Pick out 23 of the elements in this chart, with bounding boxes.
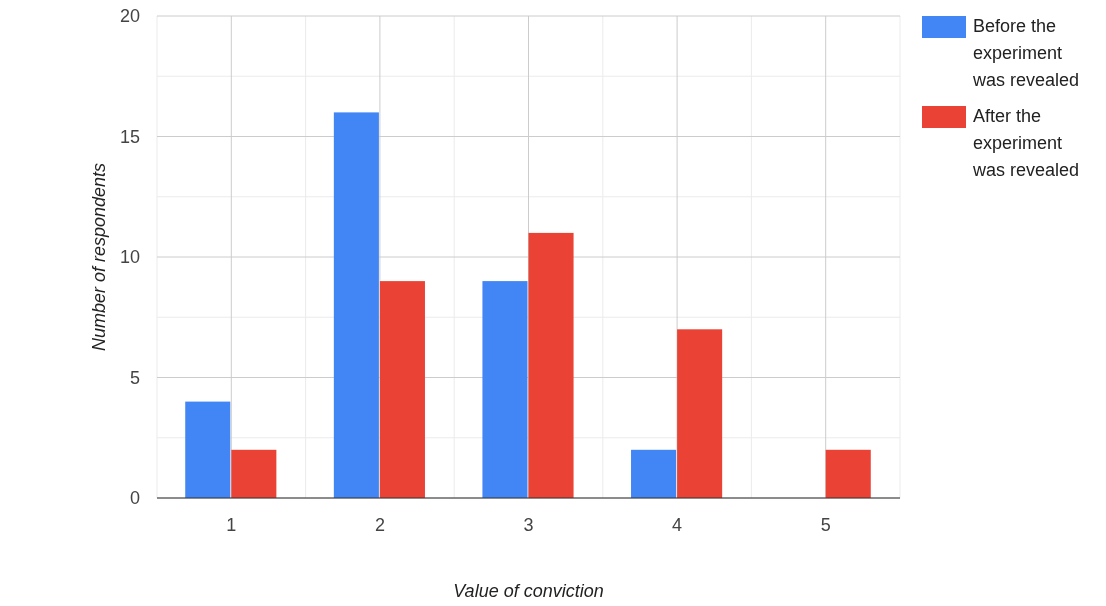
x-tick-label: 1 xyxy=(226,515,237,535)
y-tick-label: 15 xyxy=(119,126,140,147)
y-tick-label: 5 xyxy=(129,367,140,388)
bar xyxy=(825,449,871,498)
y-axis-title: Number of respondents xyxy=(89,162,109,352)
x-tick-label: 4 xyxy=(672,515,683,535)
bar xyxy=(231,449,277,498)
bar xyxy=(677,329,723,498)
y-tick-label: 10 xyxy=(119,247,140,268)
legend-label: Before the experiment was revealed xyxy=(972,16,1080,90)
bar xyxy=(528,232,574,498)
y-tick-label: 0 xyxy=(129,488,140,509)
x-tick-label: 3 xyxy=(523,515,534,535)
bar xyxy=(631,449,677,498)
x-axis-title: Value of conviction xyxy=(453,581,604,601)
bar xyxy=(185,401,231,498)
legend-label: After the experiment was revealed xyxy=(972,106,1080,180)
x-tick-label: 2 xyxy=(374,515,385,535)
y-tick-label: 20 xyxy=(119,6,140,27)
bar xyxy=(482,281,528,498)
bar xyxy=(333,112,379,498)
x-tick-label: 5 xyxy=(820,515,831,535)
bar xyxy=(379,281,425,498)
